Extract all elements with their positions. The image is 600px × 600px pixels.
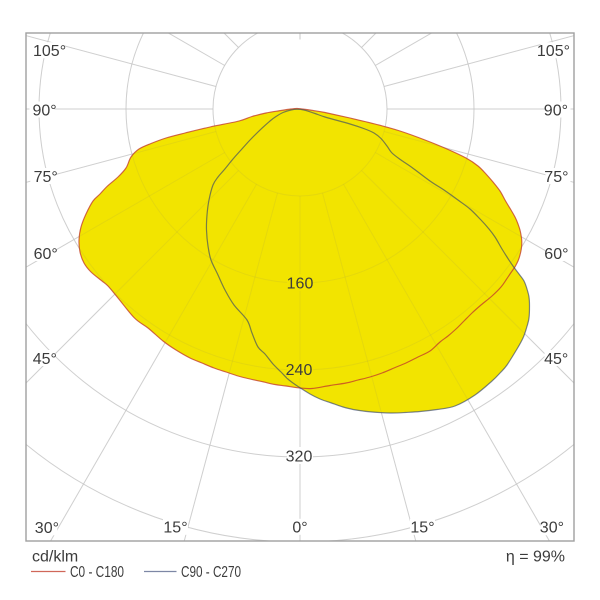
svg-text:0°: 0°: [292, 520, 307, 537]
svg-text:15°: 15°: [410, 520, 434, 537]
svg-text:90°: 90°: [544, 102, 568, 119]
svg-text:30°: 30°: [35, 520, 59, 537]
svg-text:320: 320: [286, 449, 313, 466]
svg-text:45°: 45°: [33, 351, 57, 368]
svg-text:60°: 60°: [34, 246, 58, 263]
svg-text:75°: 75°: [544, 169, 568, 186]
svg-text:30°: 30°: [540, 520, 564, 537]
svg-text:cd/klm: cd/klm: [32, 549, 78, 566]
svg-text:160: 160: [287, 276, 314, 293]
svg-text:C90 - C270: C90 - C270: [181, 564, 241, 581]
svg-text:105°: 105°: [33, 43, 66, 60]
svg-text:60°: 60°: [544, 246, 568, 263]
svg-text:240: 240: [286, 362, 313, 379]
svg-text:75°: 75°: [34, 169, 58, 186]
svg-text:C0 - C180: C0 - C180: [70, 564, 124, 581]
svg-text:45°: 45°: [544, 351, 568, 368]
svg-text:η = 99%: η = 99%: [506, 549, 565, 566]
svg-text:105°: 105°: [537, 43, 570, 60]
svg-text:15°: 15°: [163, 520, 187, 537]
svg-text:90°: 90°: [33, 102, 57, 119]
